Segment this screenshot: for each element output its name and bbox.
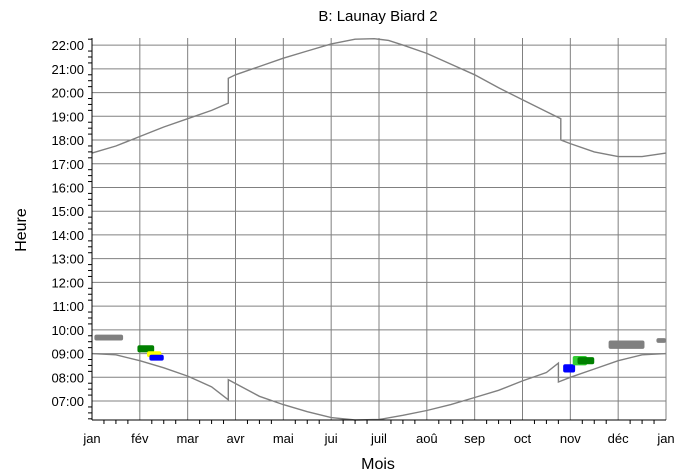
y-tick-label: 09:00 — [51, 347, 84, 362]
y-tick-label: 18:00 — [51, 133, 84, 148]
data-patch — [608, 340, 645, 349]
data-patch — [656, 338, 666, 343]
y-tick-label: 12:00 — [51, 275, 84, 290]
x-tick-label: fév — [131, 431, 149, 446]
grid — [91, 38, 667, 420]
data-patch — [577, 357, 595, 365]
curves — [91, 37, 667, 421]
y-tick-label: 21:00 — [51, 62, 84, 77]
upper-curve — [91, 37, 667, 158]
x-tick-label: déc — [608, 431, 629, 446]
y-tick-label: 07:00 — [51, 394, 84, 409]
y-tick-label: 08:00 — [51, 370, 84, 385]
x-tick-label: aoû — [416, 431, 438, 446]
x-tick-label: avr — [226, 431, 245, 446]
data-patch — [94, 334, 124, 341]
x-tick-label: sep — [464, 431, 485, 446]
x-tick-label: jan — [82, 431, 100, 446]
axes: jan fév mar avr mai jui juil aoû sep oct nov déc jan… — [51, 38, 675, 446]
x-tick-label: juil — [370, 431, 387, 446]
y-tick-label: 14:00 — [51, 228, 84, 243]
data-patch — [137, 345, 155, 353]
y-tick-label: 11:00 — [52, 299, 84, 314]
x-tick-label: mar — [176, 431, 199, 446]
y-axis-label: Heure — [13, 208, 30, 252]
y-tick-label: 10:00 — [51, 323, 84, 338]
y-tick-label: 16:00 — [51, 180, 84, 195]
chart-title: B: Launay Biard 2 — [318, 8, 437, 25]
y-tick-label: 17:00 — [51, 157, 84, 172]
data-patch — [149, 354, 164, 361]
x-tick-label: jui — [324, 431, 338, 446]
x-tick-label: mai — [273, 431, 294, 446]
x-tick-label: oct — [514, 431, 532, 446]
x-tick-label: jan — [656, 431, 674, 446]
y-tick-label: 22:00 — [51, 38, 84, 53]
x-axis-label: Mois — [361, 456, 395, 473]
data-patches — [94, 334, 666, 373]
y-tick-label: 15:00 — [51, 204, 84, 219]
data-patch — [563, 364, 576, 373]
y-tick-label: 20:00 — [51, 86, 84, 101]
y-tick-label: 13:00 — [51, 252, 84, 267]
lower-curve — [91, 352, 667, 421]
y-tick-label: 19:00 — [51, 109, 84, 124]
x-tick-label: nov — [560, 431, 581, 446]
